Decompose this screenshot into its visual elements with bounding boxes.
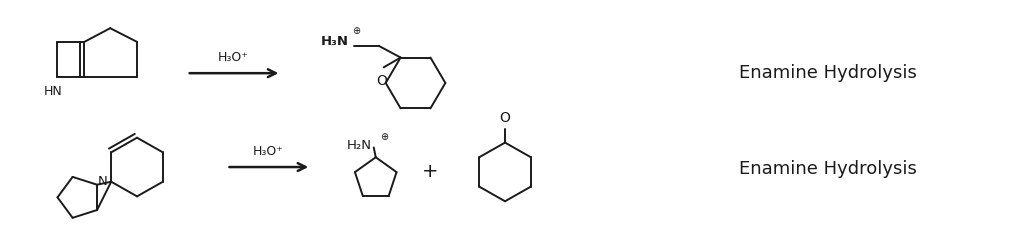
- Text: Enamine Hydrolysis: Enamine Hydrolysis: [739, 64, 918, 82]
- Text: H₂N: H₂N: [347, 139, 372, 152]
- Text: H₃O⁺: H₃O⁺: [253, 145, 284, 158]
- Text: ⊕: ⊕: [380, 132, 388, 141]
- Text: N: N: [97, 175, 108, 188]
- Text: Enamine Hydrolysis: Enamine Hydrolysis: [739, 160, 918, 178]
- Text: ⊕: ⊕: [352, 26, 360, 36]
- Text: O: O: [500, 111, 511, 125]
- Text: O: O: [376, 74, 387, 88]
- Text: H₃O⁺: H₃O⁺: [218, 52, 249, 64]
- Text: H₃N: H₃N: [321, 36, 349, 49]
- Text: HN: HN: [44, 85, 62, 98]
- Text: +: +: [422, 162, 438, 182]
